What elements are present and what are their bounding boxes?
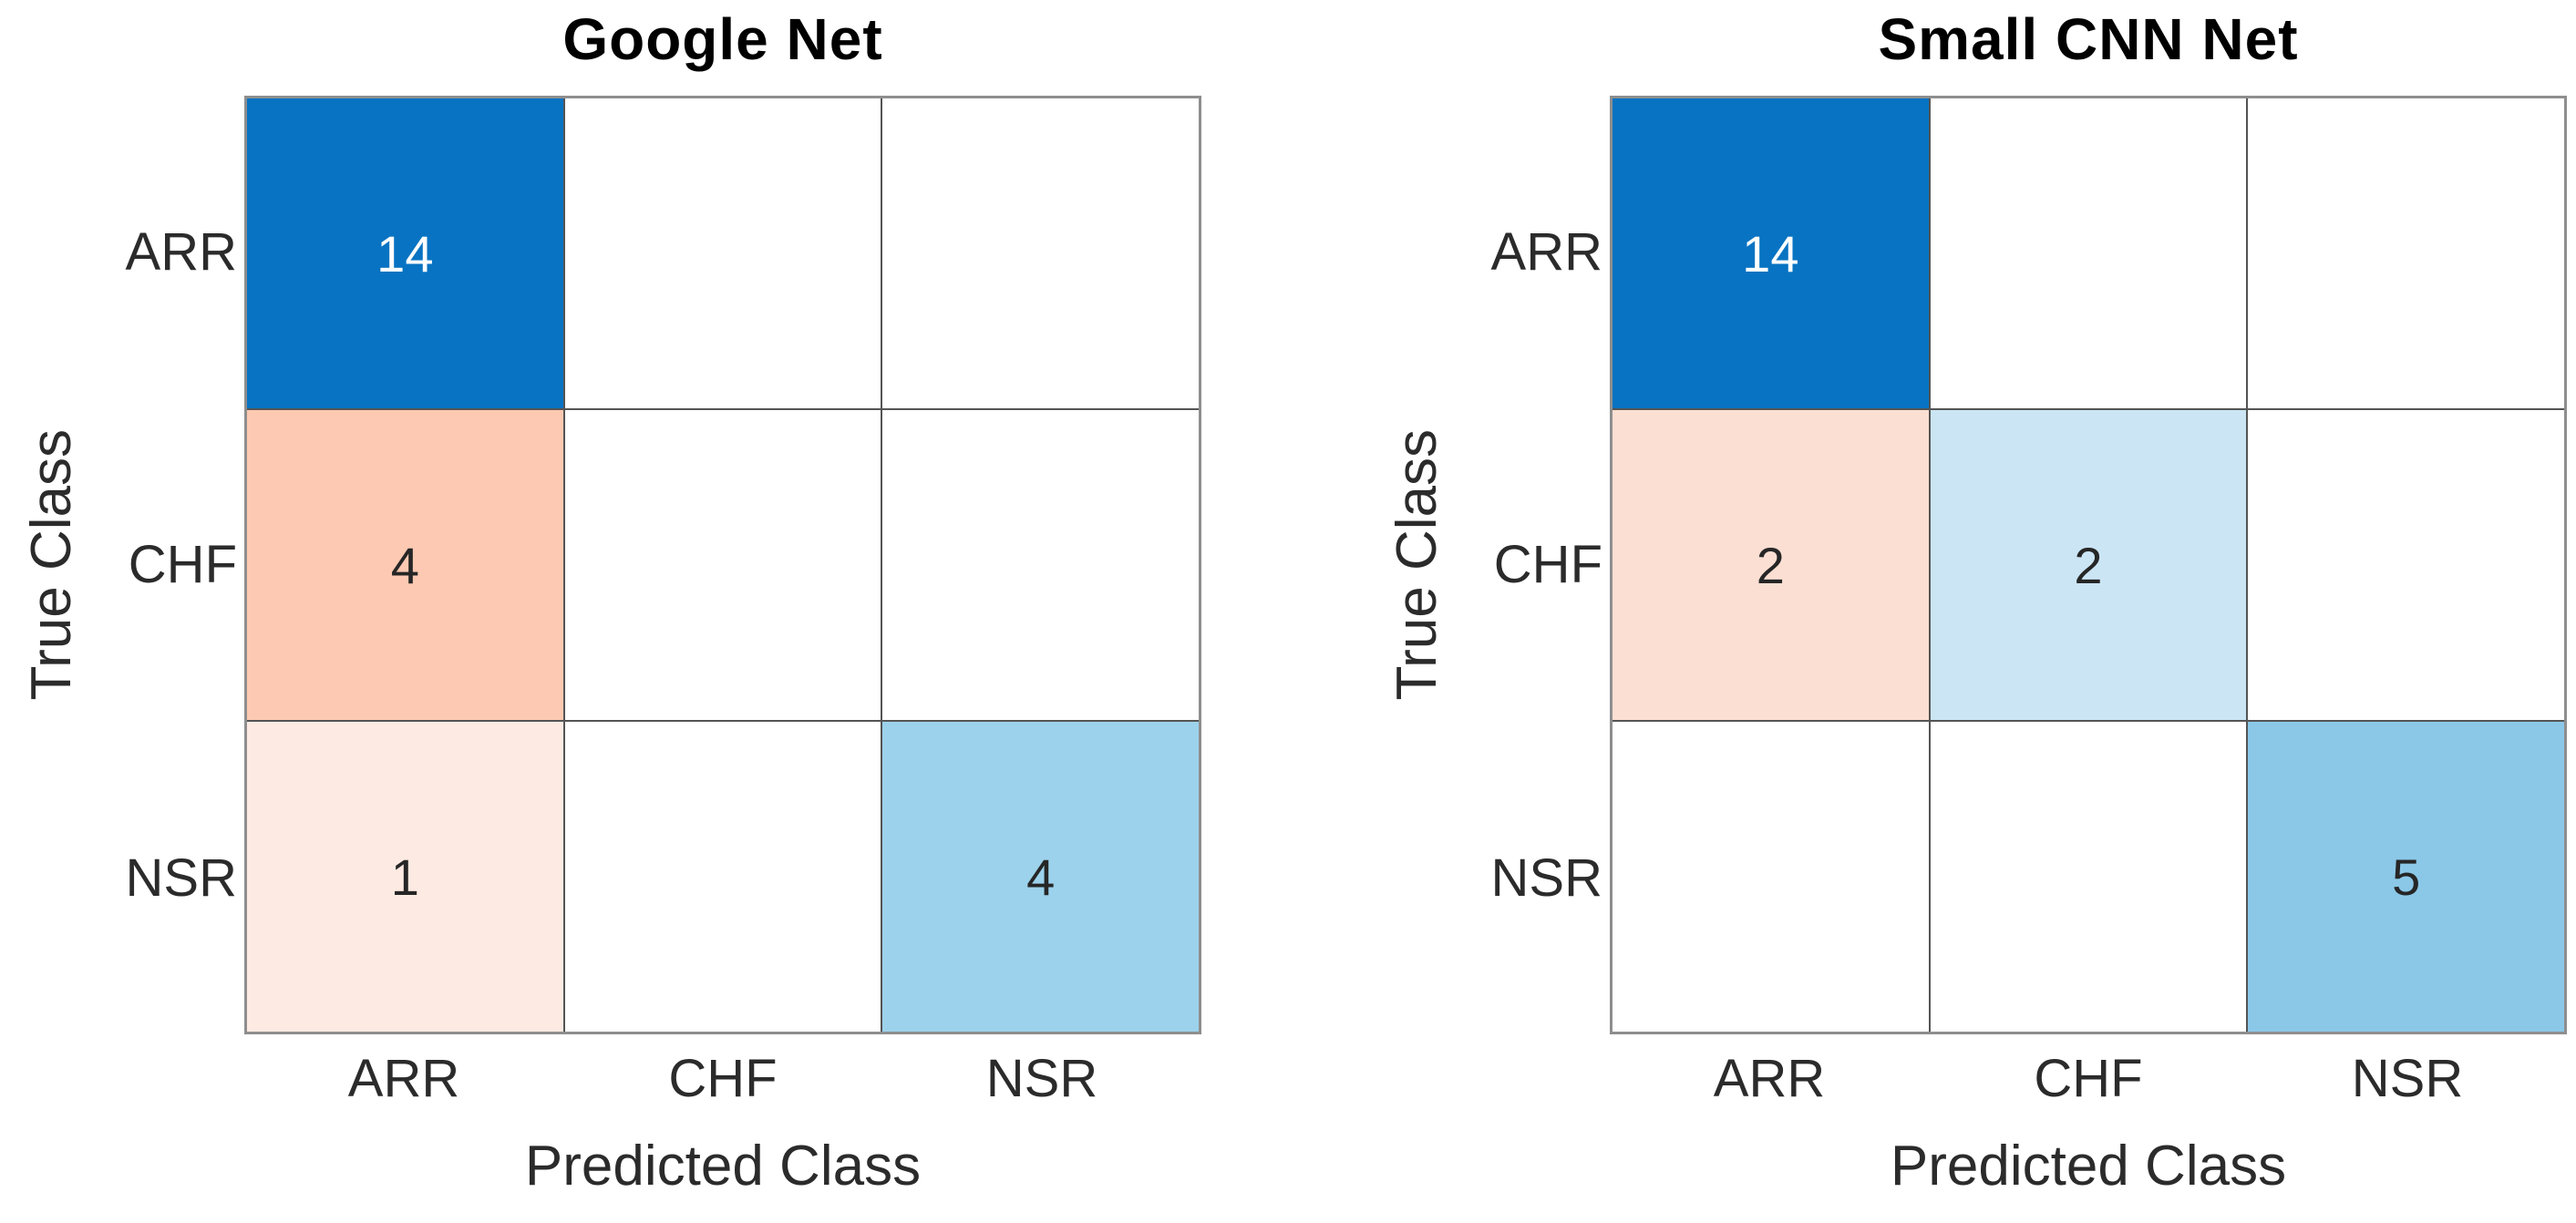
y-axis-ticks: ARR CHF NSR [1468,96,1602,1034]
x-axis-ticks: ARR CHF NSR [244,1048,1201,1109]
cell-true-arr-pred-chf [564,98,881,408]
cell-value: 14 [376,224,434,283]
y-axis-label-container: True Class [0,96,102,1034]
cell-true-chf-pred-nsr [882,410,1199,720]
col-label-arr: ARR [347,1049,460,1108]
col-label-nsr: NSR [2351,1049,2464,1108]
y-axis-label-container: True Class [1365,96,1468,1034]
x-axis-label: Predicted Class [524,1135,922,1197]
cell-value: 4 [1026,848,1056,906]
chart-title: Google Net [562,6,883,72]
y-axis-ticks: ARR CHF NSR [102,96,237,1034]
x-axis-label: Predicted Class [1890,1135,2287,1197]
col-label-chf: CHF [2034,1049,2143,1108]
cell-value: 1 [390,848,419,906]
cell-true-nsr-pred-chf [1930,722,2247,1032]
cell-true-nsr-pred-arr [1613,722,1929,1032]
cell-true-nsr-pred-nsr: 4 [882,722,1199,1032]
y-axis-label: True Class [19,429,83,701]
cell-value: 4 [390,536,419,594]
row-label-arr: ARR [1490,222,1602,283]
row-label-chf: CHF [128,535,237,595]
cell-true-chf-pred-chf [564,410,881,720]
confusion-chart-google-net: Google Net True Class ARR CHF NSR 14 4 1… [0,0,1211,1223]
cell-true-arr-pred-nsr [882,98,1199,408]
cell-value: 2 [1756,536,1785,594]
cell-true-chf-pred-arr: 4 [247,410,563,720]
cell-true-arr-pred-chf [1930,98,2247,408]
col-label-chf: CHF [668,1049,778,1108]
confusion-matrix: 14 2 2 5 [1610,96,2567,1034]
cell-true-nsr-pred-nsr: 5 [2248,722,2564,1032]
y-axis-label: True Class [1385,429,1448,701]
cell-true-chf-pred-arr: 2 [1613,410,1929,720]
confusion-matrix: 14 4 1 4 [244,96,1201,1034]
cell-true-arr-pred-arr: 14 [1613,98,1929,408]
cell-true-chf-pred-chf: 2 [1930,410,2247,720]
cell-true-nsr-pred-chf [564,722,881,1032]
row-label-nsr: NSR [1490,848,1602,908]
cell-true-arr-pred-nsr [2248,98,2564,408]
cell-true-nsr-pred-arr: 1 [247,722,563,1032]
row-label-chf: CHF [1493,535,1602,595]
col-label-arr: ARR [1713,1049,1826,1108]
row-label-nsr: NSR [125,848,237,908]
cell-value: 5 [2392,848,2421,906]
x-axis-ticks: ARR CHF NSR [1610,1048,2567,1109]
cell-true-chf-pred-nsr [2248,410,2564,720]
row-label-arr: ARR [125,222,237,283]
cell-value: 2 [2074,536,2103,594]
cell-value: 14 [1742,224,1799,283]
cell-true-arr-pred-arr: 14 [247,98,563,408]
col-label-nsr: NSR [985,1049,1098,1108]
confusion-chart-small-cnn-net: Small CNN Net True Class ARR CHF NSR 14 … [1365,0,2576,1223]
chart-title: Small CNN Net [1878,6,2299,72]
